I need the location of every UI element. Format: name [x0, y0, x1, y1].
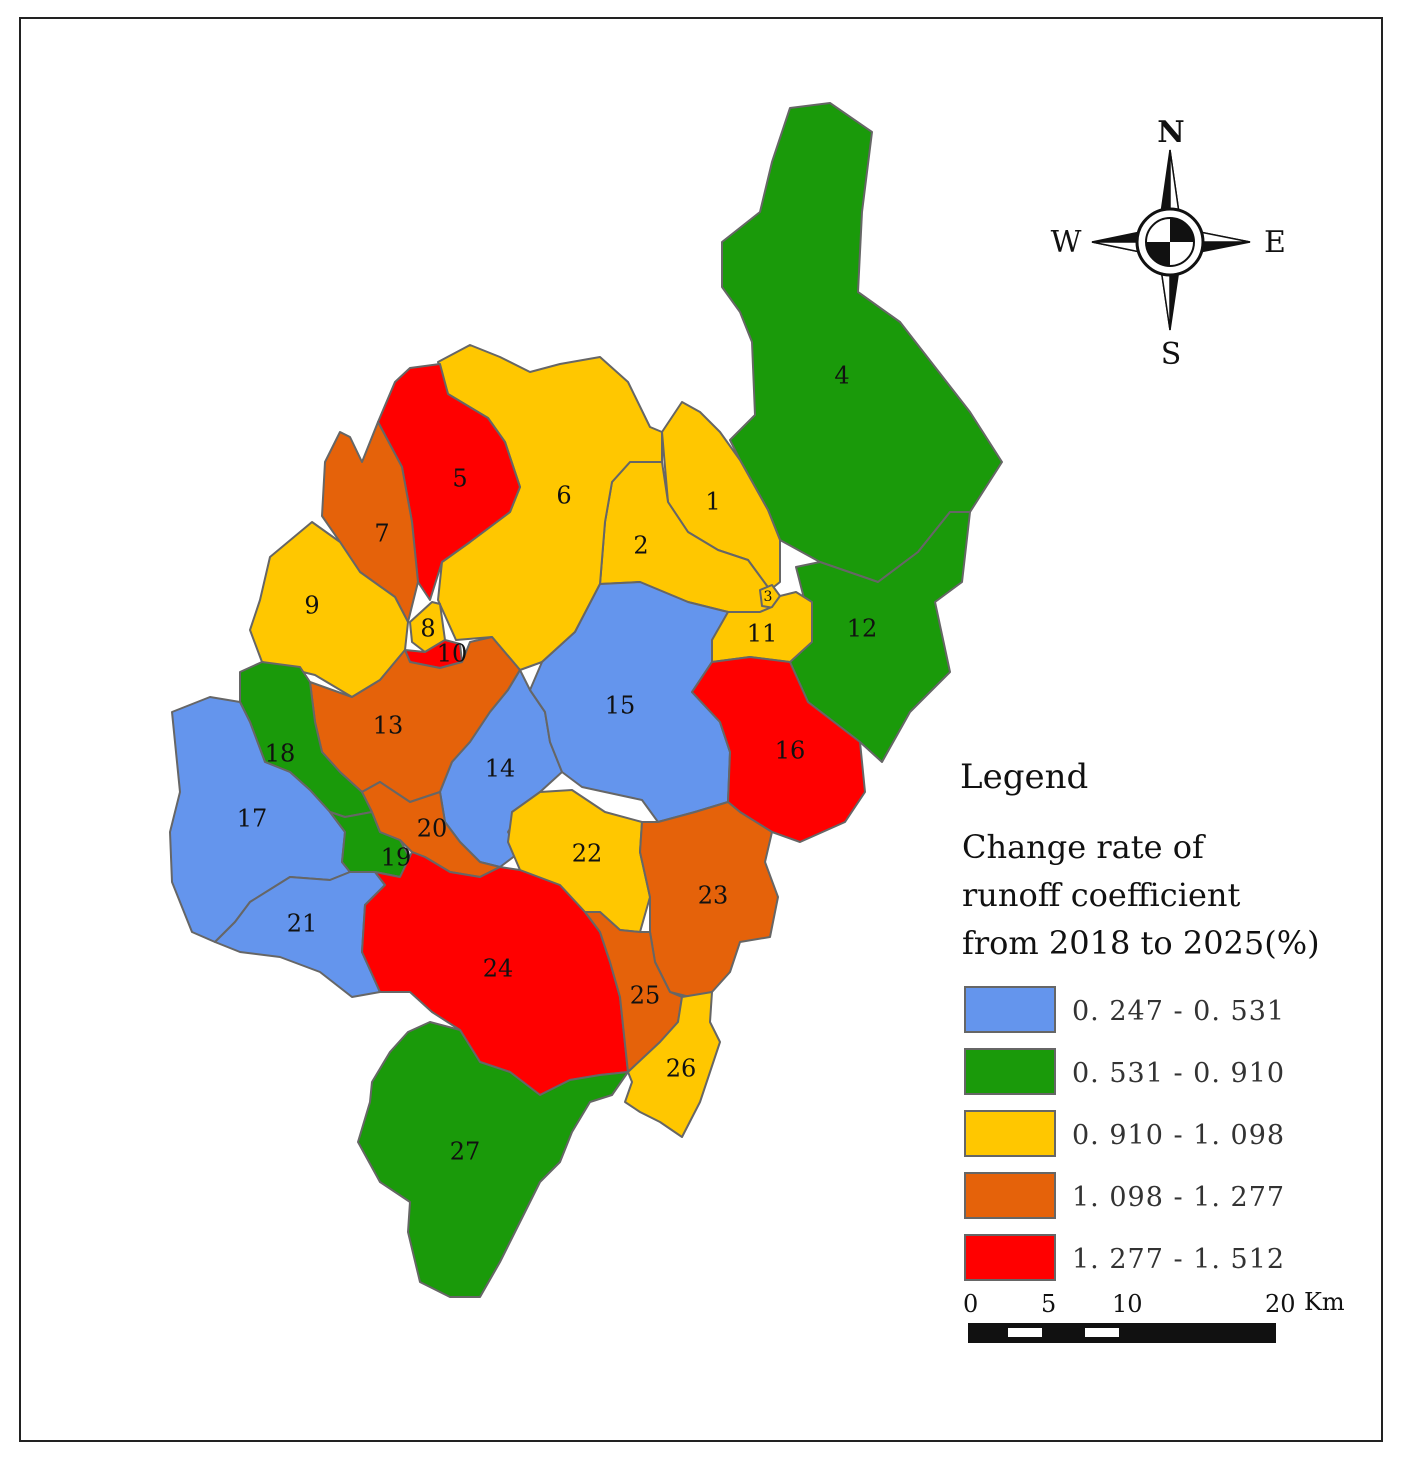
legend-swatch-2: [964, 1048, 1056, 1095]
region-label: 16: [775, 737, 806, 765]
region-label: 10: [437, 640, 468, 668]
scale-tick-label: 10: [1112, 1290, 1143, 1318]
region-27[interactable]: [357, 1021, 629, 1298]
region-label: 7: [374, 520, 389, 548]
legend-subtitle-line: from 2018 to 2025(%): [962, 924, 1320, 962]
map-regions: [169, 102, 1003, 1298]
compass-west-label: W: [1051, 225, 1082, 260]
region-label: 4: [834, 362, 849, 390]
scale-tick-label: 5: [1041, 1290, 1056, 1318]
region-label: 24: [483, 955, 514, 983]
region-label: 3: [764, 589, 773, 605]
region-label: 20: [417, 815, 448, 843]
legend-subtitle-line: Change rate of: [962, 828, 1206, 866]
region-label: 12: [847, 615, 878, 643]
region-label: 18: [265, 740, 296, 768]
compass-inner-ring: [1145, 217, 1195, 267]
scale-bar-gap-1: [1008, 1328, 1042, 1337]
legend-range-3: 0. 910 - 1. 098: [1072, 1120, 1285, 1151]
region-26[interactable]: [624, 991, 721, 1138]
compass-east-label: E: [1264, 225, 1286, 260]
region-label: 5: [452, 465, 467, 493]
scale-tick-label: 0: [963, 1290, 978, 1318]
region-label: 9: [304, 592, 319, 620]
legend-swatch-5: [964, 1234, 1056, 1281]
region-label: 11: [747, 620, 778, 648]
legend-title: Legend: [960, 757, 1088, 797]
compass-south-label: S: [1161, 337, 1182, 372]
legend-range-2: 0. 531 - 0. 910: [1072, 1058, 1285, 1089]
scale-bar-gap-2: [1085, 1328, 1119, 1337]
legend-subtitle-line: runoff coefficient: [962, 876, 1240, 914]
scale-bar-body: [968, 1323, 1276, 1343]
legend-range-1: 0. 247 - 0. 531: [1072, 996, 1285, 1027]
compass-center-q1: [1170, 218, 1194, 242]
legend-range-4: 1. 098 - 1. 277: [1072, 1182, 1285, 1213]
region-label: 17: [237, 805, 268, 833]
region-label: 27: [450, 1138, 481, 1166]
compass-center-q3: [1146, 242, 1170, 266]
scale-tick-label: 20: [1265, 1290, 1296, 1318]
legend-swatch-4: [964, 1172, 1056, 1219]
region-label: 6: [556, 482, 571, 510]
legend: Legend Change rate of runoff coefficient…: [960, 757, 1320, 1281]
legend-range-5: 1. 277 - 1. 512: [1072, 1244, 1285, 1275]
region-label: 19: [381, 844, 412, 872]
region-label: 23: [698, 882, 729, 910]
region-label: 15: [605, 692, 636, 720]
region-label: 25: [630, 982, 661, 1010]
compass-north-label: N: [1157, 115, 1184, 150]
legend-swatch-3: [964, 1110, 1056, 1157]
region-7[interactable]: [321, 421, 419, 623]
region-16[interactable]: [691, 656, 866, 843]
region-labels: 1 2 3 4 5 6 7 8 9 10 11 12 13 14 15 16 1…: [237, 362, 878, 1166]
region-label: 13: [373, 712, 404, 740]
region-label: 8: [420, 615, 435, 643]
scale-unit-label: Km: [1304, 1288, 1345, 1316]
legend-swatch-1: [964, 986, 1056, 1033]
compass-rose: N S W E: [1051, 115, 1286, 372]
region-label: 2: [633, 532, 648, 560]
region-label: 22: [572, 840, 603, 868]
region-label: 21: [287, 910, 318, 938]
region-label: 26: [666, 1055, 697, 1083]
region-label: 1: [705, 488, 720, 516]
scale-bar: 0 5 10 20 Km: [963, 1288, 1345, 1343]
region-label: 14: [485, 755, 516, 783]
